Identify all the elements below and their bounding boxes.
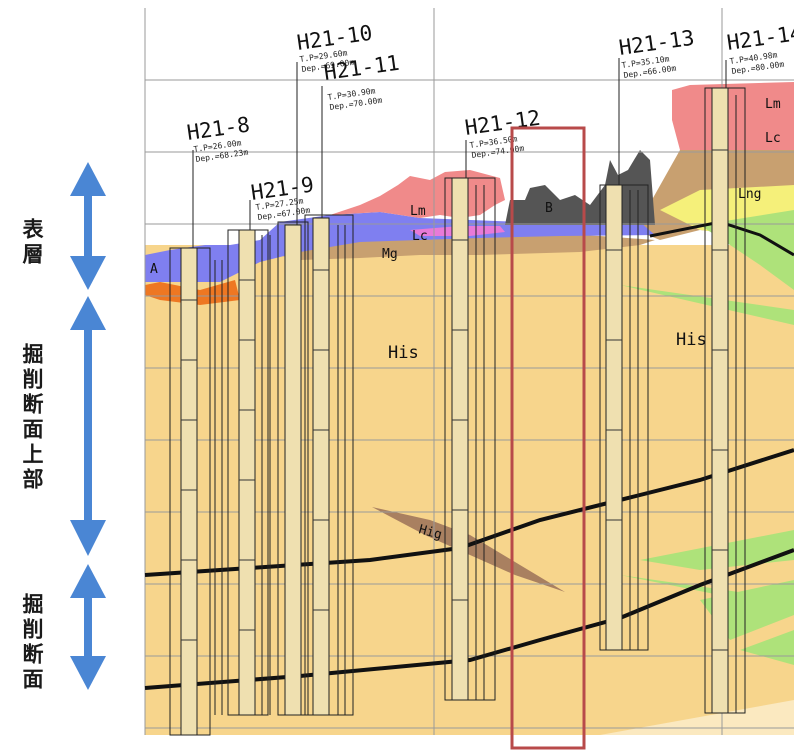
layer-label-lm: Lm bbox=[410, 204, 426, 219]
svg-text:H21-12: H21-12 bbox=[463, 106, 541, 140]
b-dark-layer bbox=[505, 150, 655, 225]
label-section: 掘削断面 bbox=[20, 593, 44, 693]
svg-text:H21-13: H21-13 bbox=[617, 26, 695, 60]
layer-label-his: His bbox=[388, 343, 419, 363]
label-surface: 表層 bbox=[20, 218, 44, 268]
lc-layer bbox=[145, 212, 655, 282]
lm-layer-right bbox=[672, 82, 794, 150]
borehole-patterns bbox=[181, 149, 728, 651]
layer-label-lc: Lc bbox=[412, 229, 428, 244]
layer-label-lng: Lng bbox=[738, 187, 761, 202]
borehole-column-h21-9 bbox=[238, 229, 256, 716]
layer-labels: A Lm Lc Mg His His Hig B Lng Lm Lc bbox=[150, 97, 781, 543]
highlight-rectangle bbox=[510, 126, 586, 750]
green-layer-2 bbox=[620, 285, 794, 325]
svg-text:H21-14: H21-14 bbox=[725, 21, 794, 55]
borehole-column-h21-12 bbox=[451, 177, 469, 701]
borehole-column-h21-10 bbox=[284, 224, 302, 716]
borehole-columns bbox=[169, 87, 746, 736]
section-arrow bbox=[70, 564, 106, 690]
right-top-boundary-line bbox=[649, 220, 794, 257]
borehole-leaders bbox=[192, 58, 727, 248]
layer-label-a: A bbox=[150, 262, 158, 277]
borehole-label-h21-14: H21-14 T.P=40.98m Dep.=80.00m bbox=[725, 21, 794, 76]
layer-label-mg: Mg bbox=[382, 247, 398, 262]
borehole-column-h21-8 bbox=[180, 247, 198, 736]
svg-text:H21-8: H21-8 bbox=[185, 112, 251, 145]
borehole-label-h21-11: H21-11 T.P=30.90m Dep.=70.00m bbox=[322, 51, 400, 112]
borehole-column-h21-14 bbox=[711, 87, 729, 714]
layer-label-b: B bbox=[545, 201, 553, 216]
upper-section-arrow bbox=[70, 296, 106, 556]
borehole-column-h21-13 bbox=[605, 184, 623, 651]
layer-label-his-right: His bbox=[676, 330, 707, 350]
borehole-label-h21-13: H21-13 T.P=35.10m Dep.=66.00m bbox=[617, 26, 695, 80]
borehole-label-h21-8: H21-8 T.P=26.00m Dep.=68.23m bbox=[185, 112, 251, 164]
label-upper-section: 掘削断面上部 bbox=[20, 343, 44, 493]
layer-label-hig: Hig bbox=[417, 522, 444, 543]
layer-label-lm-right: Lm bbox=[765, 97, 781, 112]
borehole-label-h21-9: H21-9 T.P=27.25m Dep.=67.00m bbox=[249, 172, 315, 222]
surface-arrow bbox=[70, 162, 106, 290]
layer-label-lc-right: Lc bbox=[765, 131, 781, 146]
borehole-column-h21-11 bbox=[312, 217, 330, 716]
